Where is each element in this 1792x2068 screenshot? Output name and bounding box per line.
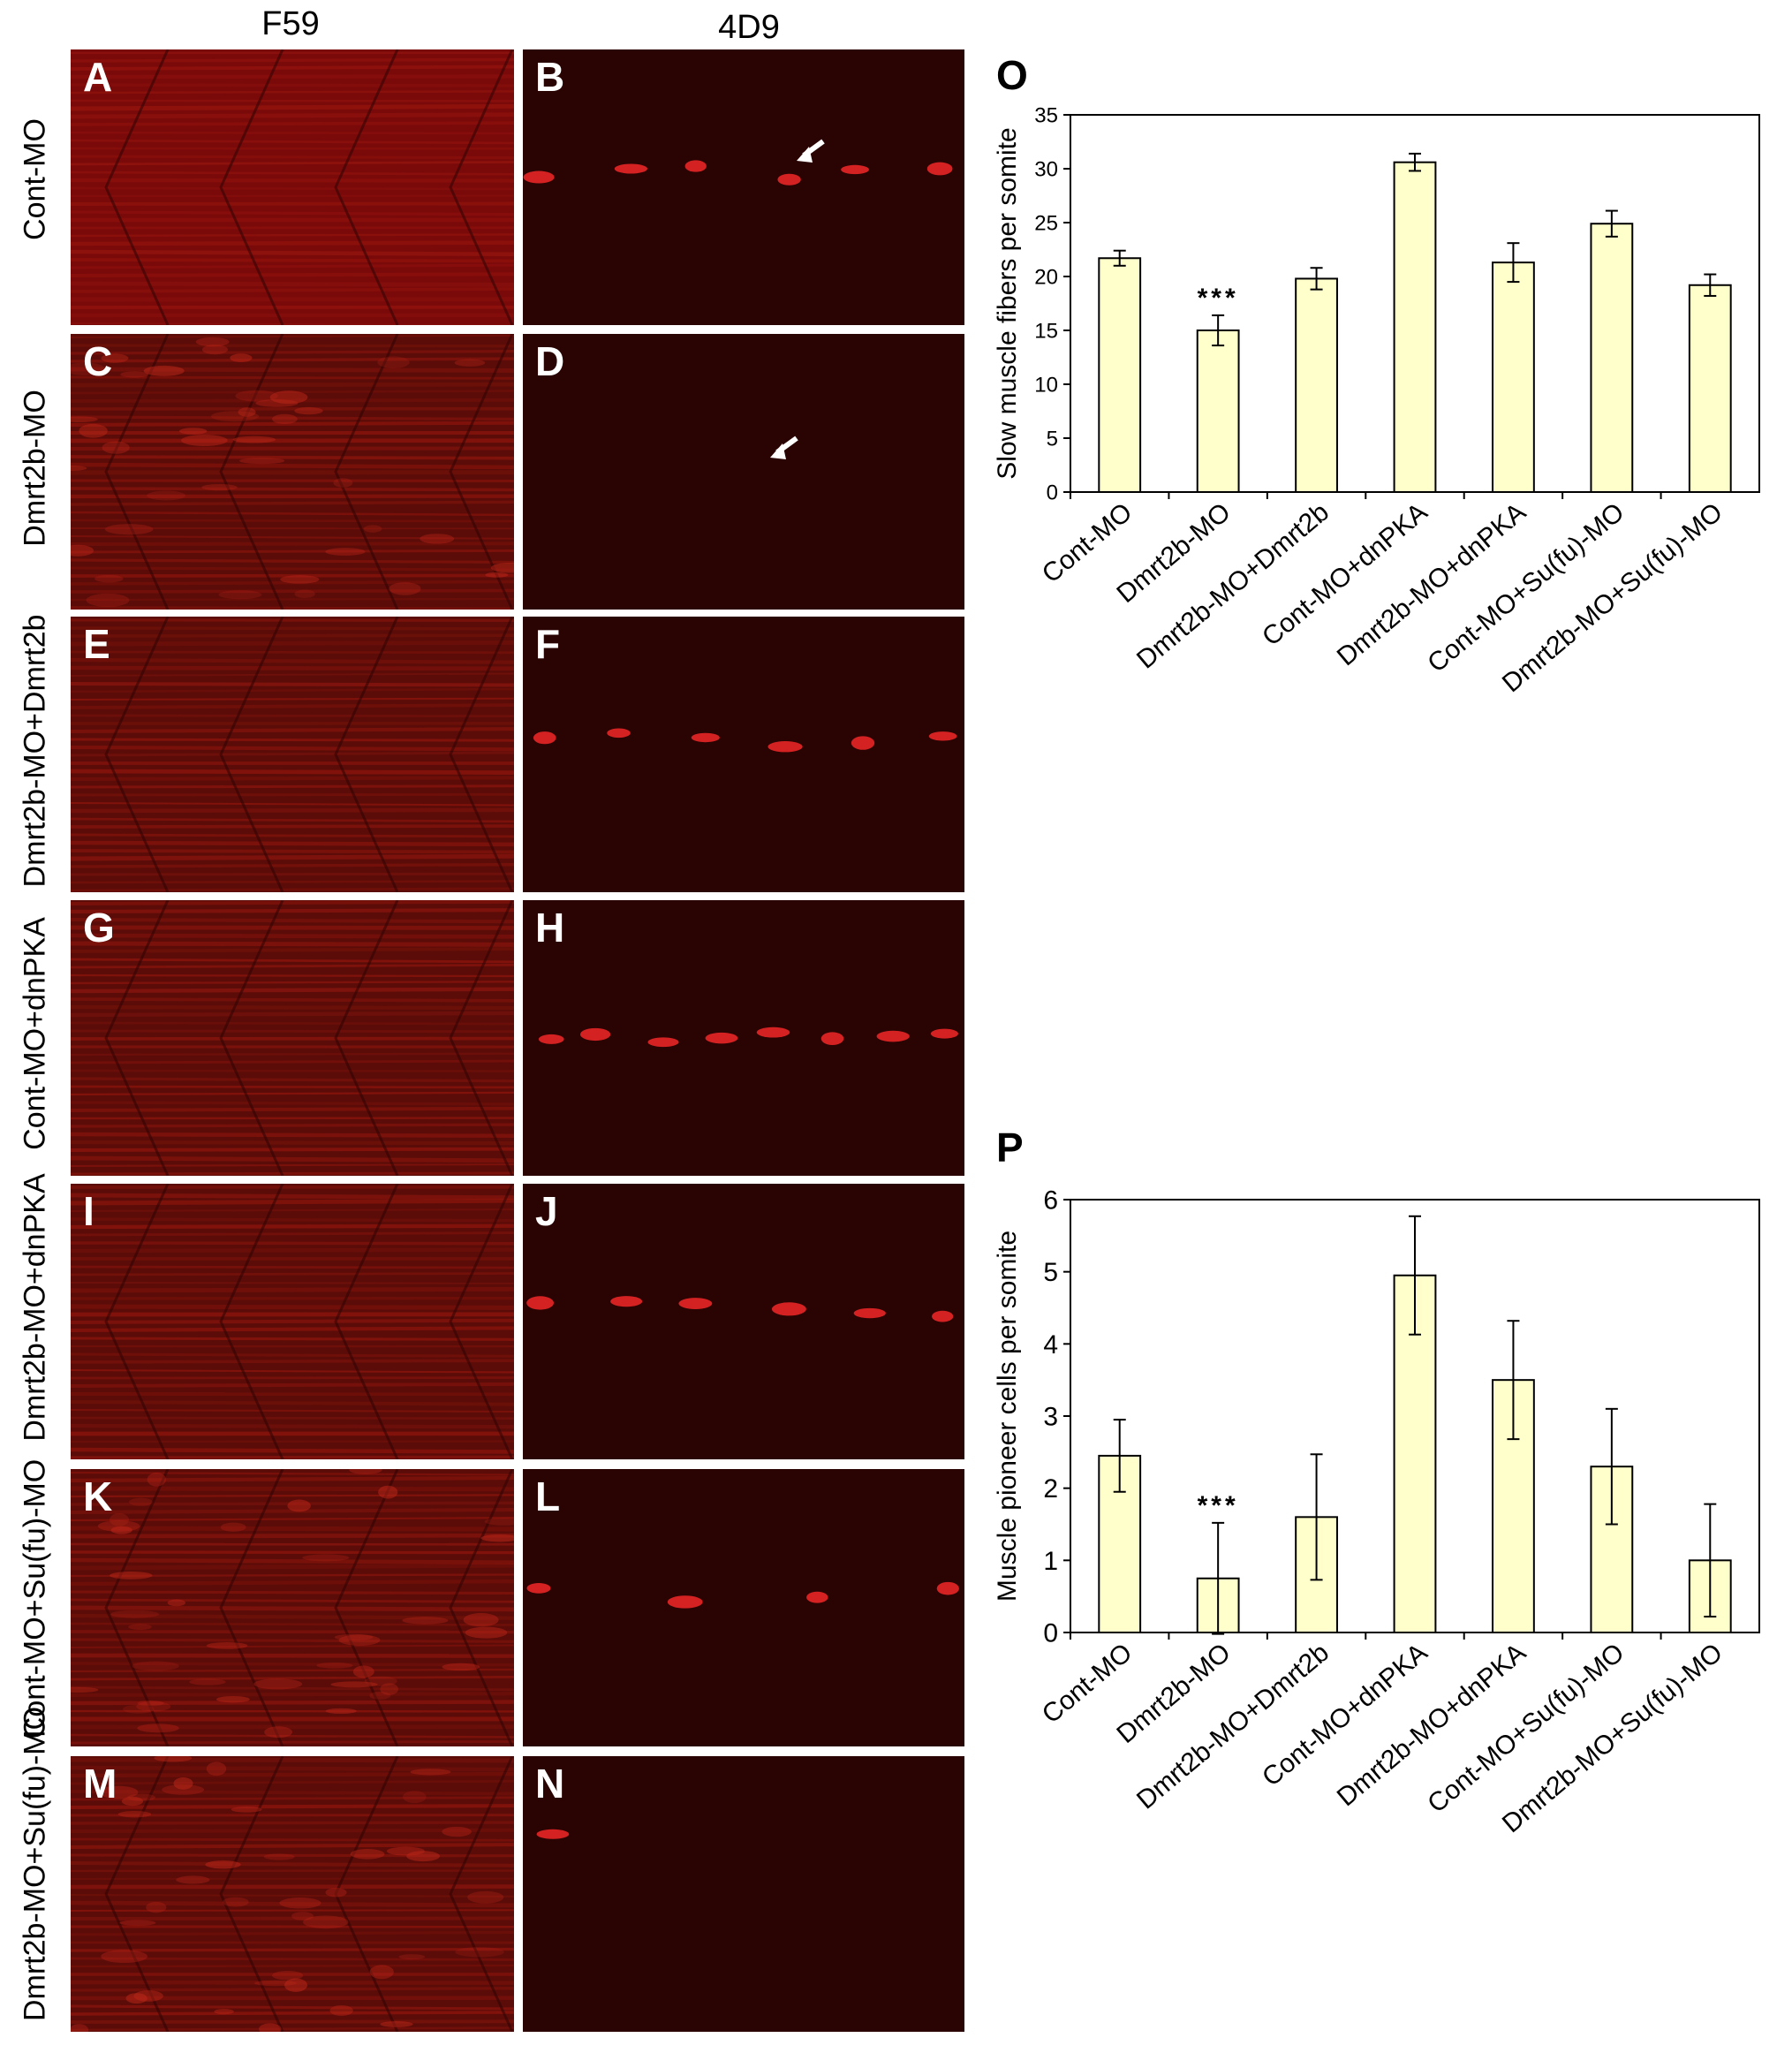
micrograph-panel-c: C — [71, 334, 514, 610]
y-axis-label: Muscle pioneer cells per somite — [993, 1231, 1022, 1602]
micrograph-image — [71, 49, 514, 325]
panel-letter-e: E — [83, 621, 110, 667]
y-tick-label: 1 — [1043, 1547, 1058, 1576]
panel-letter-h: H — [535, 905, 565, 951]
micrograph-panel-d: D — [523, 334, 964, 610]
micrograph-image — [523, 617, 964, 892]
category-label: Cont-MO — [1037, 497, 1138, 588]
bar — [1098, 257, 1142, 493]
micrograph-image — [523, 1756, 964, 2032]
panel-letter-m: M — [83, 1761, 117, 1807]
micrograph-panel-f: F — [523, 617, 964, 892]
row-label-cont-mo: Cont-MO — [18, 118, 52, 240]
micrograph-panel-g: G — [71, 900, 514, 1176]
y-tick-label: 10 — [1034, 373, 1058, 397]
y-tick-label: 0 — [1047, 481, 1058, 504]
micrograph-image — [523, 900, 964, 1176]
panel-letter-k: K — [83, 1473, 113, 1519]
panel-letter-b: B — [535, 54, 565, 100]
panel-letter-g: G — [83, 905, 115, 951]
category-label: Dmrt2b-MO+Dmrt2b — [1131, 1638, 1335, 1814]
micrograph-image — [523, 1469, 964, 1746]
row-label-dmrt2b-mo-dnpka: Dmrt2b-MO+dnPKA — [18, 1173, 52, 1442]
white-arrow-icon — [770, 436, 798, 459]
row-label-cont-mo-dnpka: Cont-MO+dnPKA — [18, 917, 52, 1150]
bar — [1295, 277, 1338, 493]
y-tick-label: 20 — [1034, 265, 1058, 289]
micrograph-panel-h: H — [523, 900, 964, 1176]
micrograph-panel-k: K — [71, 1469, 514, 1746]
micrograph-panel-i: I — [71, 1184, 514, 1459]
chart-p: 0 1 2 3 4 5 6 Muscle pioneer cells per somite Co… — [993, 1186, 1760, 1838]
column-header-f59: F59 — [261, 5, 320, 42]
significance-marker: *** — [1198, 1491, 1239, 1520]
micrograph-image — [523, 49, 964, 325]
chart-o-letter: O — [996, 52, 1028, 98]
category-label: Dmrt2b-MO+dnPKA — [1332, 1638, 1531, 1812]
bar — [1688, 284, 1732, 493]
y-tick-label: 0 — [1043, 1619, 1058, 1648]
micrograph-image — [71, 1184, 514, 1459]
row-label-dmrt2b-mo: Dmrt2b-MO — [18, 390, 52, 547]
micrograph-panel-n: N — [523, 1756, 964, 2032]
y-axis-label: Slow muscle fibers per somite — [993, 127, 1022, 479]
category-label: Cont-MO — [1037, 1638, 1138, 1729]
white-arrow-icon — [797, 139, 825, 163]
micrograph-panel-l: L — [523, 1469, 964, 1746]
bar — [1492, 261, 1535, 493]
y-tick-label: 4 — [1043, 1330, 1058, 1360]
row-label-dmrt2b-mo-sufu-mo: Dmrt2b-MO+Su(fu)-MO — [18, 1706, 52, 2022]
panel-letter-a: A — [83, 54, 113, 100]
micrograph-image — [71, 1469, 514, 1746]
panel-letter-d: D — [535, 338, 565, 384]
micrograph-panel-b: B — [523, 49, 964, 325]
micrograph-panel-j: J — [523, 1184, 964, 1459]
panel-letter-i: I — [83, 1188, 95, 1234]
bar — [1196, 330, 1240, 493]
panel-letter-f: F — [535, 621, 561, 667]
micrograph-panel-e: E — [71, 617, 514, 892]
panel-letter-l: L — [535, 1473, 561, 1519]
significance-marker: *** — [1198, 284, 1239, 313]
micrograph-image — [523, 1184, 964, 1459]
panel-letter-n: N — [535, 1761, 565, 1807]
micrograph-image — [71, 1756, 514, 2032]
chart-o: 0 5 10 15 20 25 30 35 Slow muscle fibers per som… — [993, 103, 1760, 698]
row-label-cont-mo-sufu-mo: Cont-MO+Su(fu)-MO — [18, 1458, 52, 1739]
micrograph-panel-a: A — [71, 49, 514, 325]
category-label: Dmrt2b-MO+Dmrt2b — [1131, 497, 1335, 674]
bar — [1590, 223, 1634, 493]
y-tick-label: 5 — [1047, 427, 1058, 451]
y-tick-label: 5 — [1043, 1258, 1058, 1287]
y-tick-label: 2 — [1043, 1474, 1058, 1504]
micrograph-image — [71, 900, 514, 1176]
category-label: Cont-MO+dnPKA — [1257, 1638, 1433, 1792]
micrograph-image — [71, 617, 514, 892]
y-tick-label: 3 — [1043, 1403, 1058, 1432]
y-tick-label: 35 — [1034, 103, 1058, 127]
y-tick-label: 30 — [1034, 157, 1058, 181]
micrograph-image — [523, 334, 964, 610]
y-tick-label: 25 — [1034, 211, 1058, 235]
category-label: Cont-MO+dnPKA — [1257, 497, 1433, 652]
bar — [1393, 161, 1437, 494]
y-tick-label: 15 — [1034, 319, 1058, 343]
row-label-dmrt2b-mo-dmrt2b: Dmrt2b-MO+Dmrt2b — [18, 614, 52, 888]
panel-letter-c: C — [83, 338, 113, 384]
micrograph-image — [71, 334, 514, 610]
micrograph-panel-m: M — [71, 1756, 514, 2032]
column-header-4d9: 4D9 — [718, 9, 780, 46]
panel-letter-j: J — [535, 1188, 558, 1234]
y-tick-label: 6 — [1043, 1186, 1058, 1216]
chart-p-letter: P — [996, 1125, 1024, 1170]
category-label: Dmrt2b-MO+dnPKA — [1332, 497, 1531, 671]
